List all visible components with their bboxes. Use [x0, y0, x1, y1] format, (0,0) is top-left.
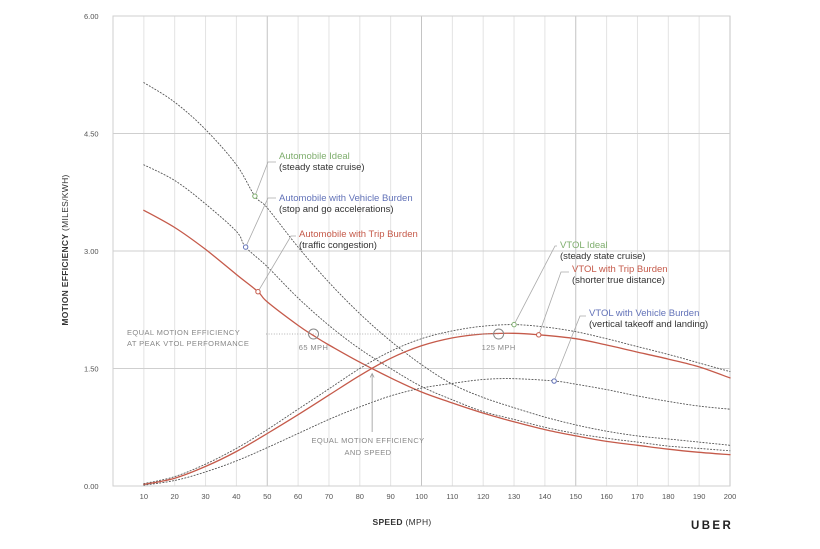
annotation-subtitle: (vertical takeoff and landing) — [589, 319, 708, 330]
series-marker — [255, 289, 261, 295]
x-axis-ticks: 10 20 30 40 50 60 70 80 90 100 110 120 130 140 150 160 1… — [140, 492, 737, 501]
series-marker — [252, 193, 258, 199]
x-tick-label: 200 — [724, 492, 737, 501]
x-tick-label: 10 — [140, 492, 148, 501]
series-line-vtol-with-trip-burden — [143, 332, 731, 486]
uber-logo: UBER — [691, 520, 734, 532]
leader-line — [513, 245, 557, 325]
y-tick-label: 1.50 — [84, 365, 99, 374]
y-axis-ticks: 0.00 1.50 3.00 4.50 6.00 — [84, 12, 99, 491]
x-tick-label: 90 — [386, 492, 394, 501]
x-tick-label: 130 — [508, 492, 521, 501]
equal-peak-label: AT PEAK VTOL PERFORMANCE — [127, 339, 249, 348]
series-line-automobile-with-vehicle-burden — [143, 164, 731, 452]
x-tick-label: 100 — [415, 492, 428, 501]
series-line-vtol-ideal — [143, 324, 731, 485]
annotation-title: VTOL with Vehicle Burden — [589, 308, 699, 319]
series-marker — [551, 378, 557, 384]
annotation-title: Automobile Ideal — [279, 151, 350, 162]
annotation-title: Automobile with Trip Burden — [299, 229, 418, 240]
x-tick-label: 80 — [356, 492, 364, 501]
y-tick-label: 4.50 — [84, 130, 99, 139]
x-tick-label: 70 — [325, 492, 333, 501]
y-axis-title: MOTION EFFICIENCY (MILES/KWH) — [60, 174, 70, 325]
equal-peak-marker — [308, 328, 320, 340]
leader-line — [538, 271, 569, 335]
x-tick-label: 160 — [600, 492, 613, 501]
x-tick-label: 180 — [662, 492, 675, 501]
annotation-marks — [242, 161, 586, 432]
annotation-title: VTOL Ideal — [560, 240, 608, 251]
leader-line — [553, 315, 586, 382]
leader-line — [257, 235, 296, 292]
annotation-subtitle: (shorter true distance) — [572, 275, 665, 286]
x-tick-label: 20 — [171, 492, 179, 501]
annotation-title: Automobile with Vehicle Burden — [279, 193, 413, 204]
equal-peak-marker — [493, 328, 505, 340]
annotation-subtitle: (steady state cruise) — [279, 162, 365, 173]
equal-speed-label: AND SPEED — [345, 448, 392, 457]
x-axis-title: SPEED (MPH) — [372, 517, 431, 527]
series-line-automobile-with-trip-burden — [143, 209, 731, 456]
x-tick-label: 50 — [263, 492, 271, 501]
annotation-subtitle: (traffic congestion) — [299, 240, 377, 251]
equal-speed-arrow — [369, 372, 375, 378]
x-tick-label: 60 — [294, 492, 302, 501]
x-tick-label: 110 — [446, 492, 458, 501]
equal-peak-point-label: 65 MPH — [299, 343, 329, 352]
series-lines — [143, 82, 731, 486]
x-tick-label: 170 — [631, 492, 644, 501]
annotation-title: VTOL with Trip Burden — [572, 264, 668, 275]
x-tick-label: 120 — [477, 492, 490, 501]
x-tick-label: 150 — [569, 492, 582, 501]
equal-peak-label: EQUAL MOTION EFFICIENCY — [127, 328, 240, 337]
annotation-labels: Automobile Ideal(steady state cruise)Aut… — [127, 151, 708, 457]
series-marker — [242, 244, 249, 250]
grid — [112, 15, 731, 487]
x-tick-label: 140 — [539, 492, 552, 501]
x-tick-label: 30 — [201, 492, 209, 501]
annotation-subtitle: (steady state cruise) — [560, 251, 646, 262]
series-line-vtol-with-vehicle-burden — [143, 378, 731, 486]
equal-peak-point-label: 125 MPH — [482, 343, 516, 352]
y-tick-label: 3.00 — [84, 247, 99, 256]
leader-line — [254, 161, 276, 197]
x-tick-label: 190 — [693, 492, 706, 501]
x-tick-label: 40 — [232, 492, 240, 501]
y-tick-label: 6.00 — [84, 12, 99, 21]
series-marker — [511, 321, 517, 328]
series-marker — [536, 332, 542, 338]
y-tick-label: 0.00 — [84, 482, 99, 491]
equal-speed-label: EQUAL MOTION EFFICIENCY — [311, 436, 424, 445]
annotation-subtitle: (stop and go accelerations) — [279, 204, 394, 215]
leader-line — [245, 197, 276, 248]
